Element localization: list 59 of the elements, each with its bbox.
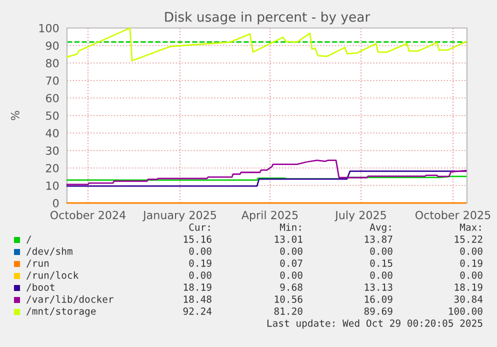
legend-label: /var/lib/docker	[26, 295, 114, 304]
text: 18.19	[454, 283, 482, 291]
text: 0.00	[460, 247, 482, 255]
y-tick-label: 10	[46, 181, 59, 190]
text: 13.13	[364, 283, 392, 291]
text: Avg:	[370, 224, 391, 233]
x-tick-label: January 2025	[142, 210, 216, 222]
text: 0.00	[370, 247, 392, 255]
text: 0.00	[280, 247, 302, 255]
text: 0.00	[189, 247, 212, 255]
text: Min:	[280, 223, 301, 231]
text: 16.09	[364, 295, 392, 303]
text: 0.19	[189, 259, 212, 267]
text: 9.68	[280, 283, 302, 291]
text: 18.19	[184, 283, 212, 291]
y-tick-label: 60	[46, 94, 59, 102]
text: 0.00	[460, 271, 482, 279]
text: 10.56	[274, 295, 302, 303]
legend-label: /boot	[26, 283, 54, 292]
legend-label: /run	[26, 260, 49, 268]
text: 89.69	[364, 307, 392, 315]
y-tick-label: 40	[46, 128, 59, 138]
y-tick-label: 0	[53, 198, 59, 208]
x-tick-label: October 2024	[50, 210, 126, 220]
text: 0.00	[189, 271, 212, 279]
text: 0.07	[280, 259, 302, 267]
text: 15.16	[184, 235, 212, 243]
legend-label: /dev/shm	[26, 247, 72, 256]
text: 0.15	[370, 259, 392, 267]
y-tick-label: 30	[46, 146, 59, 155]
x-tick-label: October 2025	[415, 210, 490, 220]
text: Last update: Wed Oct 29 00:20:05 2025	[267, 319, 482, 329]
y-tick-label: 80	[46, 58, 59, 68]
y-tick-label: 50	[46, 111, 59, 120]
y-tick-label: 100	[39, 24, 59, 32]
chart-title: Disk usage in percent - by year	[165, 12, 370, 24]
x-tick-label: July 2025	[334, 210, 386, 222]
text: 81.20	[274, 307, 302, 315]
text: 0.19	[460, 259, 482, 267]
y-tick-label: 20	[46, 164, 59, 172]
text: 13.87	[364, 235, 392, 243]
y-axis-title: %	[10, 110, 20, 120]
y-tick-label: 90	[46, 41, 59, 50]
text: 0.00	[370, 271, 392, 279]
text: 100.00	[449, 307, 482, 315]
text: 0.00	[280, 271, 302, 279]
legend-label: /mnt/storage	[26, 308, 96, 317]
text: Max:	[460, 224, 481, 231]
text: 92.24	[183, 307, 212, 315]
text: 13.01	[274, 235, 302, 243]
text: 18.48	[184, 295, 212, 303]
text: 30.84	[454, 295, 483, 303]
y-tick-label: 70	[46, 76, 59, 85]
legend-label: /run/lock	[26, 271, 79, 280]
text: Cur:	[189, 223, 210, 231]
x-tick-label: April 2025	[241, 210, 298, 222]
line-series	[66, 160, 467, 186]
legend-label: /	[26, 236, 32, 244]
text: 15.22	[454, 235, 482, 243]
